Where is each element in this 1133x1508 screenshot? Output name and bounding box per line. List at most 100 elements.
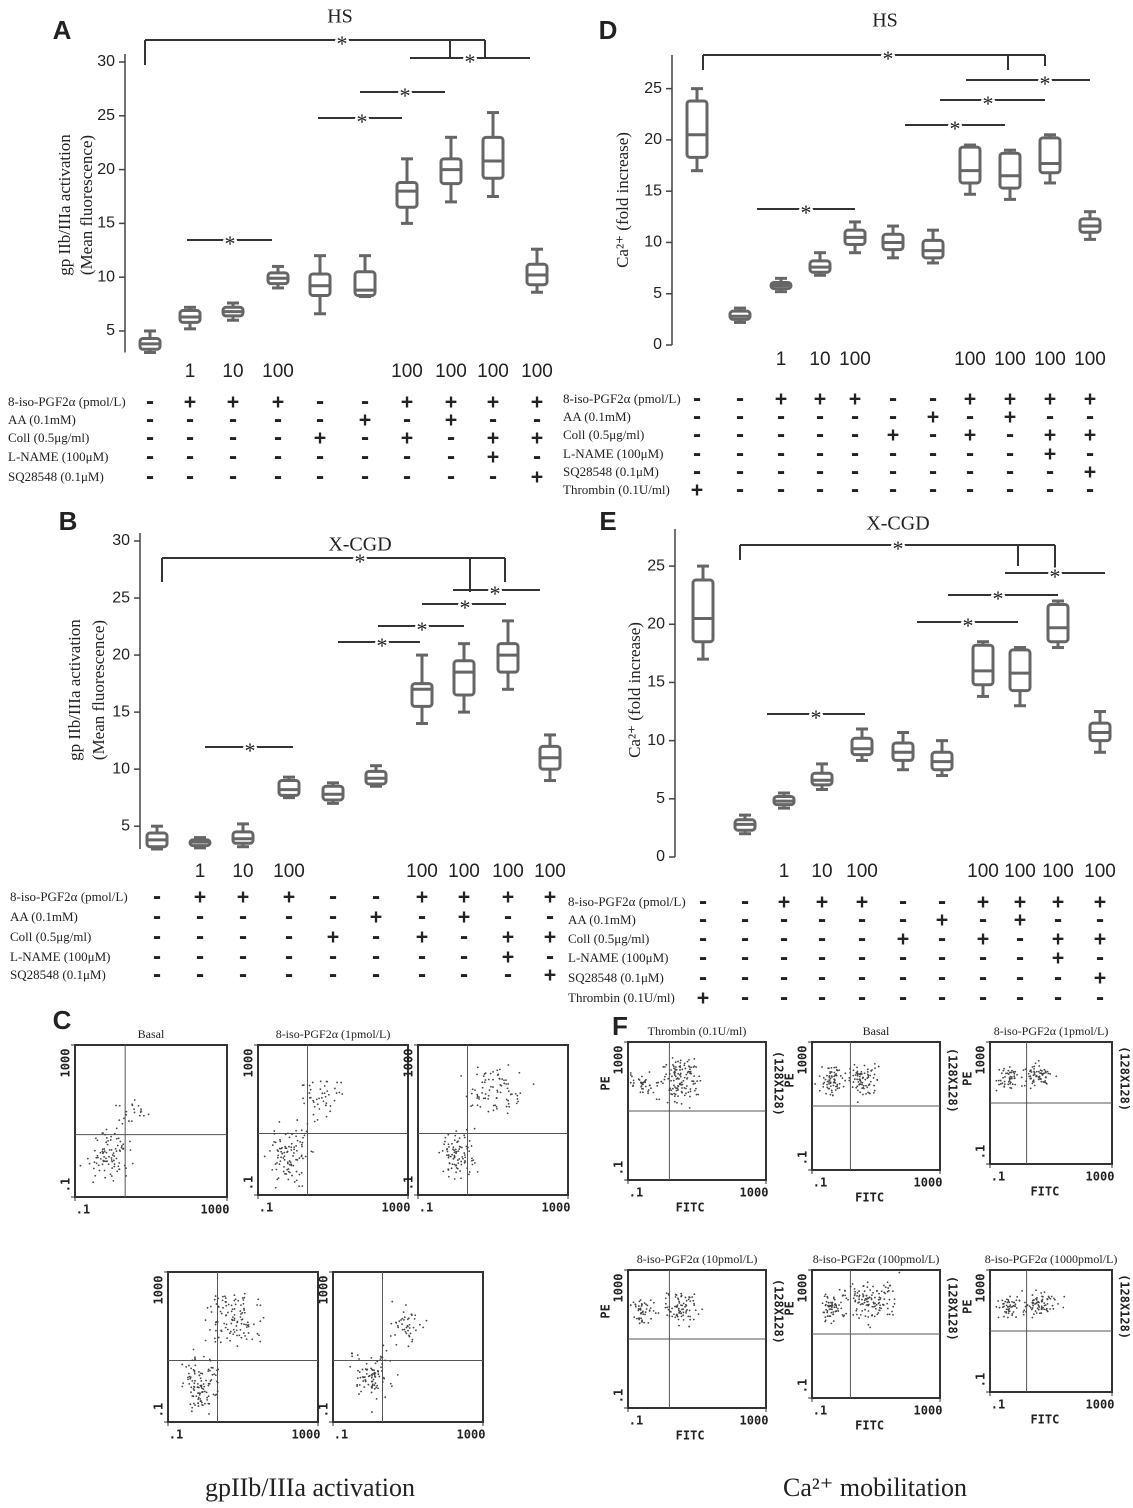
event-dot bbox=[318, 1098, 320, 1100]
treatment-label: L-NAME (100μM) bbox=[10, 949, 110, 964]
event-dot bbox=[357, 1370, 359, 1372]
event-dot bbox=[104, 1170, 106, 1172]
event-dot bbox=[258, 1334, 260, 1336]
event-dot bbox=[193, 1403, 195, 1405]
event-dot bbox=[880, 1308, 882, 1310]
event-dot bbox=[372, 1369, 374, 1371]
event-dot bbox=[323, 1100, 325, 1102]
event-dot bbox=[454, 1139, 456, 1141]
event-dot bbox=[496, 1097, 498, 1099]
event-dot bbox=[273, 1141, 275, 1143]
event-dot bbox=[689, 1068, 691, 1070]
event-dot bbox=[869, 1327, 871, 1329]
event-dot bbox=[887, 1287, 889, 1289]
event-dot bbox=[878, 1066, 880, 1068]
event-dot bbox=[1047, 1071, 1049, 1073]
event-dot bbox=[295, 1145, 297, 1147]
event-dot bbox=[828, 1302, 830, 1304]
event-dot bbox=[448, 1143, 450, 1145]
event-dot bbox=[296, 1119, 298, 1121]
event-dot bbox=[211, 1379, 213, 1381]
event-dot bbox=[218, 1306, 220, 1308]
event-dot bbox=[471, 1093, 473, 1095]
event-dot bbox=[855, 1310, 857, 1312]
event-dot bbox=[217, 1297, 219, 1299]
event-dot bbox=[278, 1177, 280, 1179]
treatment-label: Coll (0.5μg/ml) bbox=[563, 427, 644, 442]
event-dot bbox=[861, 1299, 863, 1301]
event-dot bbox=[1009, 1079, 1011, 1081]
event-dot bbox=[116, 1128, 118, 1130]
event-dot bbox=[505, 1079, 507, 1081]
event-dot bbox=[833, 1320, 835, 1322]
event-dot bbox=[232, 1308, 234, 1310]
event-dot bbox=[1063, 1296, 1065, 1298]
event-dot bbox=[116, 1158, 118, 1160]
y-axis-label: PE bbox=[961, 1299, 975, 1313]
event-dot bbox=[859, 1091, 861, 1093]
treatment-sign: + bbox=[697, 986, 709, 1010]
event-dot bbox=[192, 1395, 194, 1397]
x-axis-label: FITC bbox=[855, 1191, 884, 1205]
event-dot bbox=[835, 1086, 837, 1088]
event-dot bbox=[476, 1097, 478, 1099]
event-dot bbox=[485, 1079, 487, 1081]
treatment-sign: - bbox=[144, 465, 156, 489]
event-dot bbox=[374, 1388, 376, 1390]
event-dot bbox=[283, 1152, 285, 1154]
x-tick-label: .1 bbox=[813, 1404, 827, 1418]
event-dot bbox=[640, 1317, 642, 1319]
box bbox=[397, 183, 417, 208]
event-dot bbox=[678, 1311, 680, 1313]
event-dot bbox=[519, 1092, 521, 1094]
event-dot bbox=[215, 1374, 217, 1376]
event-dot bbox=[859, 1076, 861, 1078]
event-dot bbox=[474, 1089, 476, 1091]
event-dot bbox=[460, 1164, 462, 1166]
event-dot bbox=[277, 1155, 279, 1157]
event-dot bbox=[1028, 1073, 1030, 1075]
event-dot bbox=[225, 1315, 227, 1317]
x-tick-label: 1000 bbox=[382, 1201, 411, 1215]
event-dot bbox=[633, 1316, 635, 1318]
event-dot bbox=[1042, 1073, 1044, 1075]
box bbox=[923, 240, 943, 257]
event-dot bbox=[506, 1099, 508, 1101]
event-dot bbox=[1033, 1074, 1035, 1076]
event-dot bbox=[641, 1321, 643, 1323]
event-dot bbox=[1032, 1066, 1034, 1068]
event-dot bbox=[874, 1073, 876, 1075]
event-dot bbox=[864, 1302, 866, 1304]
event-dot bbox=[830, 1082, 832, 1084]
event-dot bbox=[1025, 1080, 1027, 1082]
event-dot bbox=[1016, 1307, 1018, 1309]
event-dot bbox=[457, 1140, 459, 1142]
event-dot bbox=[476, 1074, 478, 1076]
event-dot bbox=[647, 1305, 649, 1307]
event-dot bbox=[236, 1335, 238, 1337]
event-dot bbox=[1013, 1071, 1015, 1073]
event-dot bbox=[861, 1303, 863, 1305]
event-dot bbox=[874, 1090, 876, 1092]
event-dot bbox=[306, 1131, 308, 1133]
event-dot bbox=[690, 1088, 692, 1090]
x-tick-label: 1000 bbox=[201, 1203, 230, 1217]
y-tick-label: 10 bbox=[112, 760, 130, 777]
event-dot bbox=[334, 1100, 336, 1102]
event-dot bbox=[455, 1171, 457, 1173]
event-dot bbox=[690, 1066, 692, 1068]
event-dot bbox=[679, 1083, 681, 1085]
event-dot bbox=[238, 1335, 240, 1337]
event-dot bbox=[671, 1075, 673, 1077]
event-dot bbox=[263, 1317, 265, 1319]
event-dot bbox=[1009, 1066, 1011, 1068]
event-dot bbox=[1012, 1083, 1014, 1085]
event-dot bbox=[289, 1136, 291, 1138]
event-dot bbox=[1006, 1304, 1008, 1306]
event-dot bbox=[829, 1079, 831, 1081]
event-dot bbox=[876, 1290, 878, 1292]
event-dot bbox=[326, 1081, 328, 1083]
treatment-sign: - bbox=[927, 478, 939, 502]
y-tick-label: 1000 bbox=[612, 1274, 626, 1303]
event-dot bbox=[644, 1314, 646, 1316]
